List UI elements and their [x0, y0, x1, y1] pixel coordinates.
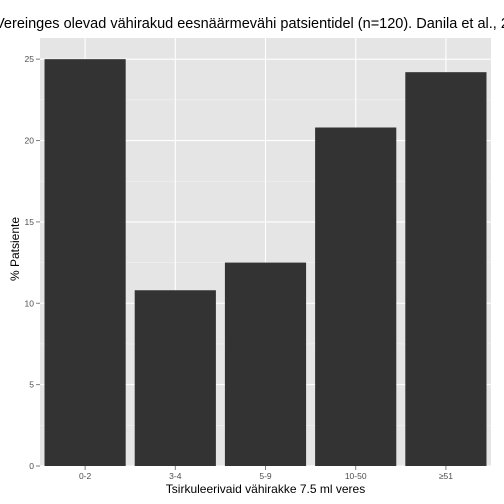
bar-5	[405, 72, 487, 467]
x-tick-label: ≥51	[439, 471, 453, 481]
bar-3	[224, 262, 307, 466]
y-tick-label: 20	[25, 136, 35, 146]
x-axis-ticks: 0-2 3-4 5-9 10-50 ≥51	[79, 466, 453, 481]
bar-2	[134, 290, 216, 466]
bar-1	[44, 59, 126, 467]
chart-title: Vereinges olevad vähirakud eesnäärmevähi…	[0, 16, 504, 32]
y-tick-label: 0	[29, 461, 34, 471]
x-axis-title: Tsirkuleerivaid vähirakke 7.5 ml veres	[166, 482, 365, 496]
x-tick-label: 3-4	[169, 471, 182, 481]
x-tick-label: 10-50	[345, 471, 367, 481]
y-axis-ticks: 0 5 10 15 20 25	[25, 54, 40, 471]
x-tick-label: 5-9	[259, 471, 272, 481]
y-tick-label: 25	[25, 54, 35, 64]
y-tick-label: 15	[25, 217, 35, 227]
bar-4	[315, 127, 397, 466]
y-axis-title: % Patsiente	[8, 217, 22, 281]
y-tick-label: 5	[29, 380, 34, 390]
bars	[44, 59, 487, 467]
y-tick-label: 10	[25, 298, 35, 308]
x-tick-label: 0-2	[79, 471, 92, 481]
